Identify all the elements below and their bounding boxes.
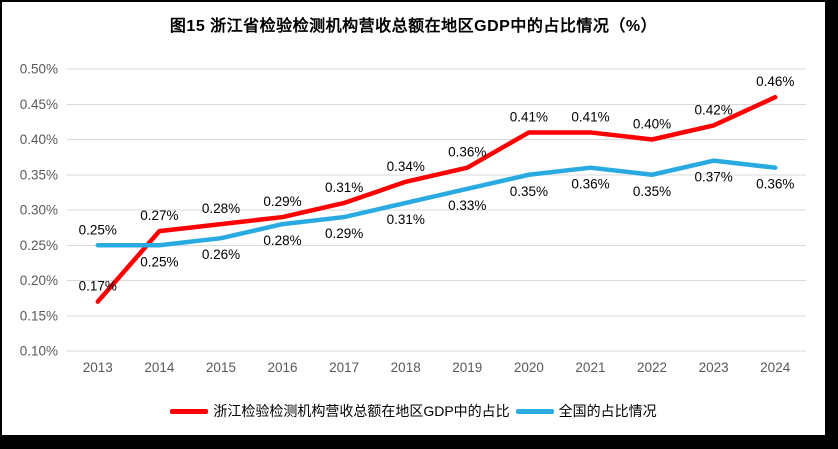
data-label: 0.31% [387, 212, 425, 227]
data-label: 0.36% [448, 145, 486, 160]
data-label: 0.25% [79, 222, 117, 237]
x-axis-tick-label: 2018 [391, 360, 421, 375]
y-axis-tick-label: 0.10% [20, 344, 58, 359]
y-axis-tick-label: 0.30% [20, 203, 58, 218]
y-axis-tick-label: 0.20% [20, 273, 58, 288]
data-label: 0.34% [387, 159, 425, 174]
data-label: 0.35% [510, 184, 548, 199]
x-axis-tick-label: 2019 [452, 360, 482, 375]
x-axis-tick-label: 2013 [83, 360, 113, 375]
y-axis-tick-label: 0.40% [20, 132, 58, 147]
x-axis-tick-label: 2020 [514, 360, 544, 375]
data-label: 0.28% [263, 233, 301, 248]
x-axis-tick-label: 2015 [206, 360, 236, 375]
data-label: 0.29% [325, 226, 363, 241]
x-axis-tick-label: 2023 [699, 360, 729, 375]
legend-item-zhejiang: 浙江检验检测机构营收总额在地区GDP中的占比 [170, 401, 510, 421]
legend-blue-line-swatch [515, 408, 554, 414]
x-axis-tick-label: 2024 [760, 360, 791, 375]
legend-item-national: 全国的占比情况 [515, 401, 657, 421]
x-axis-tick-label: 2014 [144, 360, 175, 375]
y-axis-tick-label: 0.35% [20, 167, 58, 182]
data-label: 0.17% [79, 279, 117, 294]
data-label: 0.33% [448, 198, 486, 213]
data-label: 0.36% [756, 177, 794, 192]
x-axis-tick-label: 2016 [268, 360, 298, 375]
y-axis-tick-label: 0.25% [20, 238, 58, 253]
legend-label-zhejiang: 浙江检验检测机构营收总额在地区GDP中的占比 [213, 403, 510, 419]
series-line-0 [95, 94, 778, 304]
chart-legend: 浙江检验检测机构营收总额在地区GDP中的占比 全国的占比情况 [2, 401, 825, 421]
data-label: 0.40% [633, 117, 671, 132]
data-label: 0.42% [694, 102, 732, 117]
data-label: 0.46% [756, 74, 794, 89]
chart-canvas: 0.10% 0.15% 0.20% 0.25% 0.30% 0.35% 0.40% 0.45%… [20, 62, 806, 375]
x-axis-tick-label: 2017 [329, 360, 359, 375]
data-label: 0.28% [202, 201, 240, 216]
legend-red-line-swatch [170, 408, 209, 414]
chart-title: 图15 浙江省检验检测机构营收总额在地区GDP中的占比情况（%） [169, 18, 658, 35]
x-axis-tick-label: 2021 [575, 360, 605, 375]
series-line-1 [95, 158, 778, 248]
x-axis-tick-label: 2022 [637, 360, 667, 375]
data-label: 0.27% [140, 208, 178, 223]
data-label: 0.41% [571, 109, 609, 124]
data-label: 0.35% [633, 184, 671, 199]
y-axis-tick-label: 0.15% [20, 308, 58, 323]
data-label: 0.36% [571, 177, 609, 192]
legend-label-national: 全国的占比情况 [558, 403, 657, 419]
data-label: 0.37% [694, 170, 732, 185]
data-label: 0.26% [202, 247, 240, 262]
data-label: 0.31% [325, 180, 363, 195]
data-label: 0.25% [140, 254, 178, 269]
data-label: 0.41% [510, 109, 548, 124]
y-axis-tick-label: 0.50% [20, 62, 58, 77]
y-axis-tick-label: 0.45% [20, 97, 58, 112]
data-label: 0.29% [263, 194, 301, 209]
